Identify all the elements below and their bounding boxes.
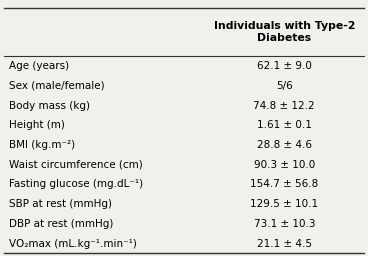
Text: 21.1 ± 4.5: 21.1 ± 4.5 (257, 239, 312, 249)
Text: 74.8 ± 12.2: 74.8 ± 12.2 (254, 101, 315, 111)
Text: DBP at rest (mmHg): DBP at rest (mmHg) (9, 219, 114, 229)
Text: Body mass (kg): Body mass (kg) (9, 101, 90, 111)
Text: Sex (male/female): Sex (male/female) (9, 81, 105, 91)
Text: 154.7 ± 56.8: 154.7 ± 56.8 (250, 179, 318, 189)
Text: 62.1 ± 9.0: 62.1 ± 9.0 (257, 61, 312, 71)
Text: Waist circumference (cm): Waist circumference (cm) (9, 160, 143, 170)
Text: 73.1 ± 10.3: 73.1 ± 10.3 (254, 219, 315, 229)
Text: SBP at rest (mmHg): SBP at rest (mmHg) (9, 199, 112, 209)
Text: BMI (kg.m⁻²): BMI (kg.m⁻²) (9, 140, 75, 150)
Text: 90.3 ± 10.0: 90.3 ± 10.0 (254, 160, 315, 170)
Text: 1.61 ± 0.1: 1.61 ± 0.1 (257, 120, 312, 130)
Text: Individuals with Type-2
Diabetes: Individuals with Type-2 Diabetes (213, 21, 355, 43)
Text: VO₂max (mL.kg⁻¹.min⁻¹): VO₂max (mL.kg⁻¹.min⁻¹) (9, 239, 137, 249)
Text: Age (years): Age (years) (9, 61, 69, 71)
Text: Height (m): Height (m) (9, 120, 65, 130)
Text: Fasting glucose (mg.dL⁻¹): Fasting glucose (mg.dL⁻¹) (9, 179, 143, 189)
Text: 5/6: 5/6 (276, 81, 293, 91)
Text: 129.5 ± 10.1: 129.5 ± 10.1 (250, 199, 318, 209)
Text: 28.8 ± 4.6: 28.8 ± 4.6 (257, 140, 312, 150)
